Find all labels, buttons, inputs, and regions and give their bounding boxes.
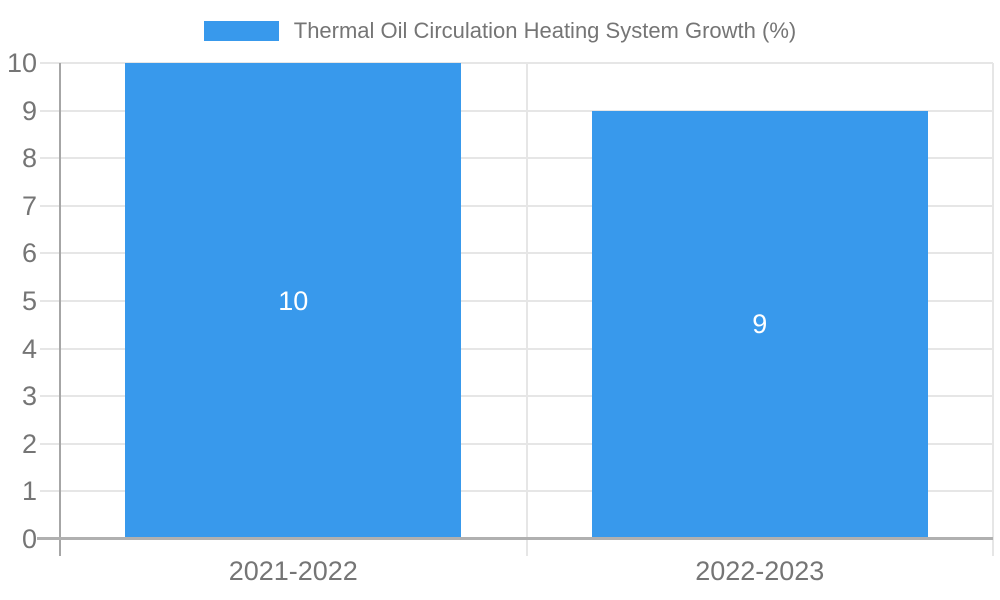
- bar[interactable]: 9: [591, 110, 928, 539]
- plot-area: 0 1 2 3 4 5 6 7 8 9 10 10 9: [7, 49, 994, 556]
- x-baseline: [37, 537, 993, 540]
- gridline: [40, 490, 993, 493]
- y-tick-label: 3: [21, 381, 37, 412]
- gridline: [40, 395, 993, 398]
- x-axis-label: 2021-2022: [228, 556, 358, 586]
- bar[interactable]: 10: [125, 63, 462, 539]
- y-tick-label: 2: [21, 428, 37, 459]
- gridline: [40, 300, 993, 302]
- y-tick-label: 1: [21, 476, 37, 507]
- gridline: [40, 62, 993, 64]
- y-tick-label: 0: [21, 524, 37, 554]
- plot-right-border: [992, 63, 994, 556]
- y-tick-label: 10: [6, 48, 37, 78]
- x-axis-label: 2022-2023: [695, 556, 825, 586]
- legend-item[interactable]: Thermal Oil Circulation Heating System G…: [203, 18, 797, 44]
- category-divider: [525, 63, 528, 556]
- legend: Thermal Oil Circulation Heating System G…: [0, 18, 1000, 44]
- y-tick-label: 8: [21, 143, 37, 174]
- y-tick-label: 7: [21, 190, 37, 221]
- gridline: [40, 204, 993, 207]
- legend-label: Thermal Oil Circulation Heating System G…: [293, 18, 797, 43]
- gridline: [40, 157, 993, 160]
- y-tick-label: 9: [21, 95, 37, 126]
- y-tick-label: 4: [21, 333, 37, 364]
- bar-value-label: 10: [278, 285, 309, 316]
- x-axis-labels: 2021-2022 2022-2023: [60, 556, 993, 590]
- legend-swatch-icon: [203, 21, 279, 41]
- gridline: [40, 252, 993, 255]
- y-axis-line: [59, 63, 61, 556]
- gridline: [40, 109, 993, 112]
- y-tick-label: 5: [21, 286, 37, 316]
- gridline: [40, 347, 993, 350]
- bar-value-label: 9: [752, 309, 768, 340]
- y-tick-label: 6: [21, 238, 37, 269]
- gridline: [40, 442, 993, 445]
